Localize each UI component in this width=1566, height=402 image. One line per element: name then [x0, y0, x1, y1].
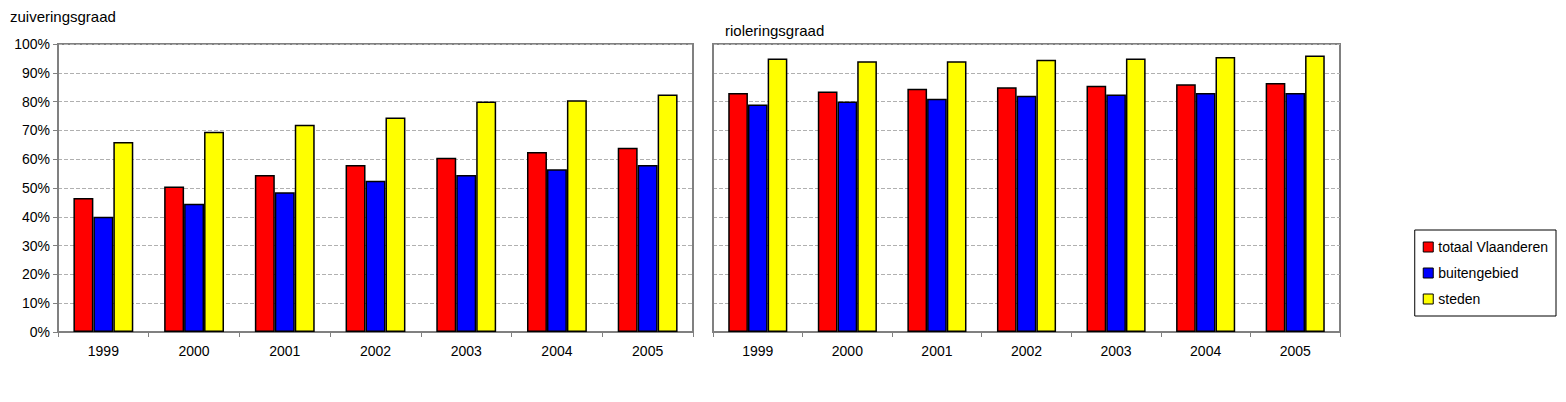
svg-text:90%: 90%: [22, 65, 50, 81]
svg-text:2001: 2001: [921, 343, 952, 359]
svg-text:totaal Vlaanderen: totaal Vlaanderen: [1438, 239, 1548, 255]
svg-text:70%: 70%: [22, 122, 50, 138]
svg-text:1999: 1999: [88, 343, 119, 359]
svg-text:2003: 2003: [451, 343, 482, 359]
svg-text:rioleringsgraad: rioleringsgraad: [725, 22, 824, 39]
svg-text:80%: 80%: [22, 94, 50, 110]
svg-text:2005: 2005: [1280, 343, 1311, 359]
svg-text:40%: 40%: [22, 209, 50, 225]
svg-text:60%: 60%: [22, 151, 50, 167]
svg-text:2005: 2005: [632, 343, 663, 359]
svg-text:2001: 2001: [269, 343, 300, 359]
svg-text:2004: 2004: [541, 343, 572, 359]
svg-text:buitengebied: buitengebied: [1438, 265, 1518, 281]
svg-text:100%: 100%: [14, 36, 50, 52]
svg-text:2000: 2000: [832, 343, 863, 359]
svg-text:20%: 20%: [22, 266, 50, 282]
svg-text:50%: 50%: [22, 180, 50, 196]
svg-text:2002: 2002: [360, 343, 391, 359]
svg-text:2004: 2004: [1190, 343, 1221, 359]
svg-text:10%: 10%: [22, 295, 50, 311]
svg-text:zuiveringsgraad: zuiveringsgraad: [10, 8, 116, 25]
svg-text:2003: 2003: [1100, 343, 1131, 359]
svg-text:2002: 2002: [1011, 343, 1042, 359]
svg-text:2000: 2000: [178, 343, 209, 359]
svg-text:1999: 1999: [742, 343, 773, 359]
svg-text:steden: steden: [1438, 291, 1480, 307]
svg-text:0%: 0%: [30, 324, 50, 340]
svg-text:30%: 30%: [22, 238, 50, 254]
